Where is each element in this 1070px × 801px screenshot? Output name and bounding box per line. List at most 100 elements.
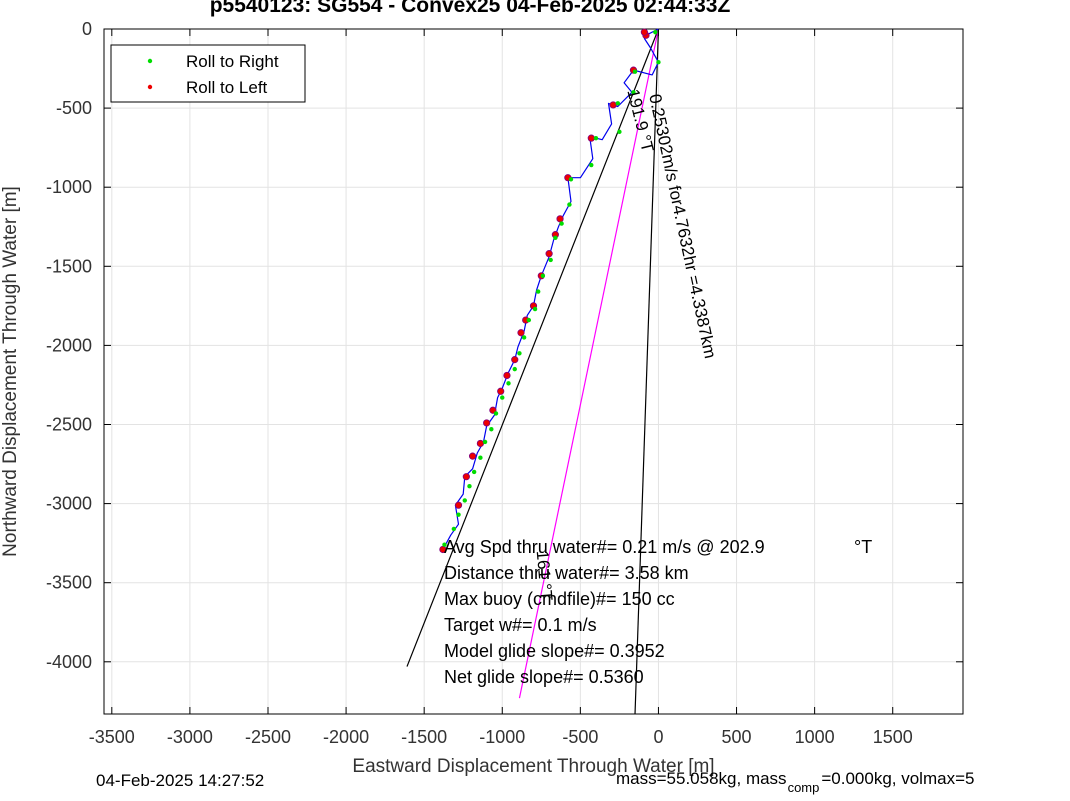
legend-marker: [147, 58, 153, 64]
x-tick-label: -500: [562, 727, 598, 747]
x-tick-label: -2000: [323, 727, 369, 747]
chart-title: p5540123: SG554 - Convex25 04-Feb-2025 0…: [209, 0, 731, 17]
roll-right-marker: [568, 177, 574, 182]
roll-left-marker: [640, 28, 648, 36]
stats-line: Avg Spd thru water#= 0.21 m/s @ 202.9: [444, 537, 765, 557]
roll-right-marker: [500, 395, 505, 400]
x-tick-label: 500: [722, 727, 752, 747]
y-tick-label: -1500: [46, 256, 92, 276]
roll-left-marker: [587, 134, 595, 142]
stats-line: Model glide slope#= 0.3952: [444, 641, 665, 661]
roll-left-marker: [454, 501, 463, 509]
footer-timestamp: 04-Feb-2025 14:27:52: [96, 771, 265, 790]
roll-left-marker: [468, 452, 477, 460]
stats-unit: °T: [854, 537, 872, 557]
x-tick-label: -3500: [89, 727, 135, 747]
roll-left-marker: [483, 419, 491, 427]
y-tick-label: -1000: [46, 177, 92, 197]
y-tick-label: -500: [56, 98, 92, 118]
axes-box: [103, 28, 964, 715]
roll-right-marker: [632, 69, 638, 74]
roll-left-marker: [497, 387, 505, 395]
stats-line: Net glide slope#= 0.5360: [444, 667, 644, 687]
roll-right-marker: [656, 60, 661, 65]
roll-right-marker: [532, 306, 538, 312]
stats-line: Distance thru water#= 3.58 km: [444, 563, 689, 583]
track-heading-line: [406, 28, 660, 667]
roll-right-marker: [482, 439, 488, 445]
x-tick-label: -1000: [479, 727, 525, 747]
y-axis-label: Northward Displacement Through Water [m]: [0, 186, 21, 557]
legend-box: [110, 44, 306, 103]
x-tick-label: 0: [653, 727, 663, 747]
roll-left-marker: [517, 329, 525, 337]
annotations: 191.9 °T0.25302m/s for4.7632hr =4.3387km…: [533, 87, 720, 601]
lower-heading-label: 161 °T: [533, 550, 556, 602]
roll-right-marker: [467, 483, 472, 489]
target-line: [634, 28, 660, 715]
roll-right-marker: [631, 90, 636, 95]
roll-right-marker: [559, 221, 564, 226]
roll-right-marker: [442, 542, 447, 547]
footer-mass-info: mass=55.058kg, masscomp =0.000kg, volmax=…: [616, 769, 975, 795]
x-tick-label: 1000: [795, 727, 835, 747]
roll-right-marker: [535, 289, 541, 294]
roll-right-marker: [521, 335, 527, 340]
y-tick-label: -2000: [46, 335, 92, 355]
roll-left-marker: [503, 371, 511, 380]
y-tick-label: -3000: [46, 494, 92, 514]
y-tick-label: 0: [82, 19, 92, 39]
roll-right-marker: [471, 469, 477, 475]
legend-label: Roll to Left: [186, 78, 268, 97]
axis-ticks: -3500 -3000 -2500 -2000 -1500 -1000 -500 0 500 10…: [46, 19, 963, 747]
footer-mass-text: mass=55.058kg, mass: [616, 769, 787, 788]
y-tick-label: -2500: [46, 414, 92, 434]
x-tick-label: -1500: [401, 727, 447, 747]
legend-marker: [147, 84, 153, 90]
legend-label: Roll to Right: [186, 52, 279, 71]
footer-volmax-text: =0.000kg, volmax=5: [821, 769, 975, 788]
roll-right-marker: [553, 235, 558, 241]
roll-right-marker: [489, 427, 494, 432]
roll-markers: [439, 28, 661, 554]
roll-right-marker: [548, 257, 553, 263]
roll-right-marker: [512, 366, 517, 372]
roll-right-marker: [506, 381, 511, 386]
roll-right-marker: [653, 29, 658, 35]
stats-block: Avg Spd thru water#= 0.21 m/s @ 202.9 Dis…: [444, 537, 872, 687]
roll-left-marker: [511, 356, 519, 364]
roll-right-marker: [526, 317, 532, 323]
stats-line: Max buoy (cmdfile)#= 150 cc: [444, 589, 675, 609]
roll-right-marker: [567, 202, 572, 207]
current-drift-line: [518, 28, 660, 699]
roll-left-marker: [609, 101, 617, 109]
footer-mass-subscript: comp: [787, 780, 820, 795]
roll-left-marker: [476, 439, 484, 448]
roll-right-marker: [593, 135, 599, 141]
stats-line: Target w#= 0.1 m/s: [444, 615, 597, 635]
roll-right-marker: [462, 498, 467, 503]
x-tick-label: 1500: [873, 727, 913, 747]
roll-left-marker: [545, 250, 553, 258]
x-tick-label: -2500: [245, 727, 291, 747]
legend: Roll to Right Roll to Left: [110, 44, 306, 103]
roll-right-marker: [493, 411, 499, 416]
roll-right-marker: [478, 455, 483, 460]
current-label: 0.25302m/s for4.7632hr =4.3387km: [645, 92, 720, 360]
x-axis-label: Eastward Displacement Through Water [m]: [352, 756, 714, 777]
x-tick-label: -3000: [167, 727, 213, 747]
roll-right-marker: [615, 101, 621, 106]
roll-right-marker: [451, 526, 457, 532]
y-tick-label: -4000: [46, 652, 92, 672]
roll-left-marker: [556, 215, 564, 223]
roll-right-marker: [517, 351, 522, 356]
roll-right-marker: [456, 512, 461, 517]
reference-lines: [406, 28, 660, 715]
roll-right-marker: [540, 273, 546, 278]
roll-left-marker: [462, 473, 470, 481]
roll-right-marker: [617, 129, 622, 135]
roll-right-marker: [589, 162, 594, 168]
y-tick-label: -3500: [46, 573, 92, 593]
grid-lines: [104, 28, 963, 714]
